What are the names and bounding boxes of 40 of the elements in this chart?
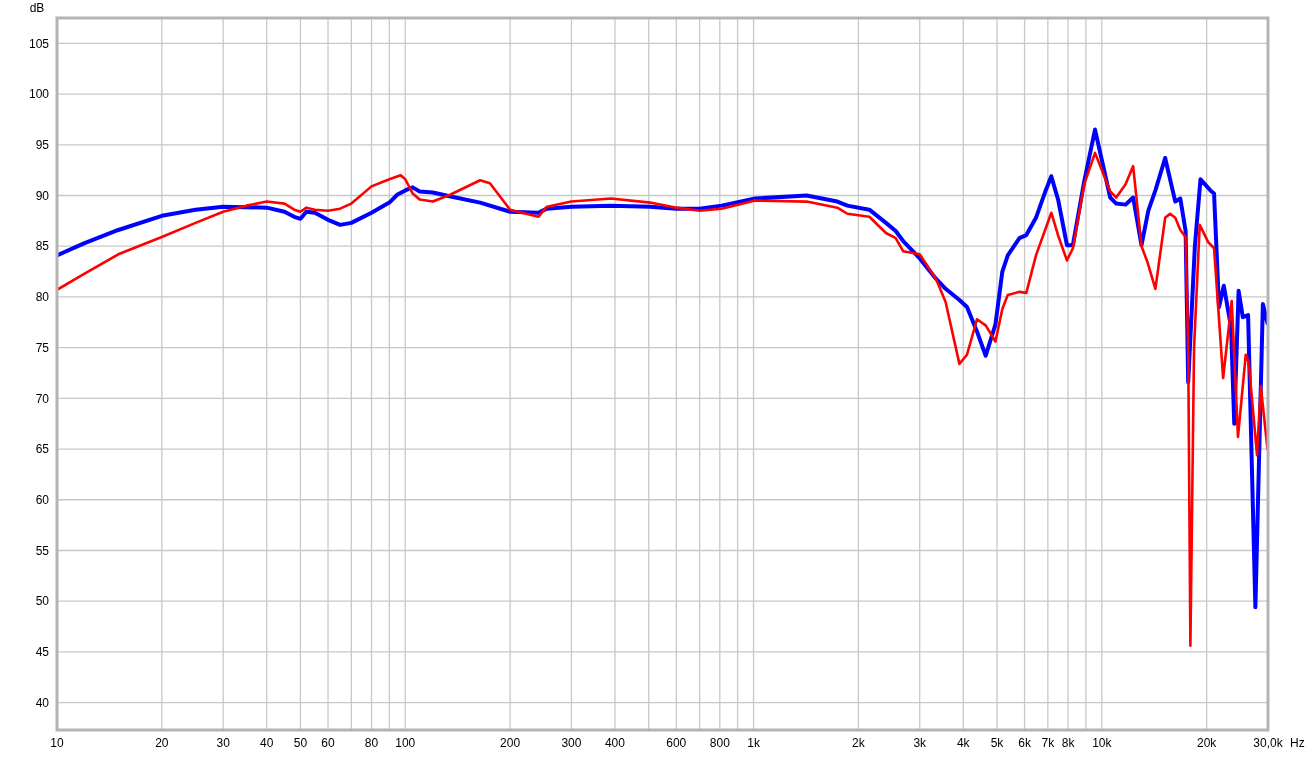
x-tick-label: 100 [395, 736, 416, 750]
y-tick-label: 85 [35, 239, 50, 254]
y-tick-label: 45 [35, 645, 50, 660]
y-axis-title: dB [29, 1, 45, 15]
y-tick-label: 40 [35, 695, 50, 710]
x-tick-label: 6k [1018, 736, 1032, 750]
x-tick-label: 400 [604, 736, 626, 750]
x-tick-label: 80 [364, 736, 379, 750]
x-tick-label: 60 [321, 736, 336, 750]
y-tick-label: 80 [35, 290, 50, 305]
x-tick-label: 8k [1061, 736, 1076, 750]
y-tick-label: 70 [35, 391, 50, 406]
x-tick-label: 200 [500, 736, 521, 750]
y-tick-label: 50 [35, 594, 50, 609]
y-tick-label: 65 [35, 442, 50, 457]
x-tick-label: 600 [666, 736, 687, 750]
x-tick-label: 7k [1041, 736, 1056, 750]
x-tick-label: 20k [1196, 736, 1218, 750]
x-axis-title: Hz [1290, 736, 1305, 750]
x-tick-label: 30 [216, 736, 231, 750]
x-tick-label: 30,0k [1253, 736, 1284, 750]
x-tick-label: 5k [990, 736, 1005, 750]
x-tick-label: 10 [50, 736, 64, 750]
y-tick-label: 90 [35, 188, 50, 203]
x-tick-label: 3k [913, 736, 928, 750]
x-tick-label: 800 [709, 736, 731, 750]
x-tick-label: 40 [260, 736, 274, 750]
y-tick-label: 60 [35, 492, 50, 507]
x-tick-label: 4k [956, 736, 971, 750]
y-tick-label: 55 [35, 543, 50, 558]
y-tick-label: 105 [28, 36, 50, 51]
y-tick-label: 75 [35, 340, 50, 355]
x-tick-label: 2k [852, 736, 866, 750]
x-tick-label: 300 [561, 736, 582, 750]
x-tick-label: 10k [1092, 736, 1113, 750]
x-tick-label: 50 [293, 736, 308, 750]
y-tick-label: 95 [35, 137, 50, 152]
x-tick-label: 20 [155, 736, 169, 750]
x-tick-label: 1k [747, 736, 761, 750]
y-tick-label: 100 [28, 87, 50, 102]
